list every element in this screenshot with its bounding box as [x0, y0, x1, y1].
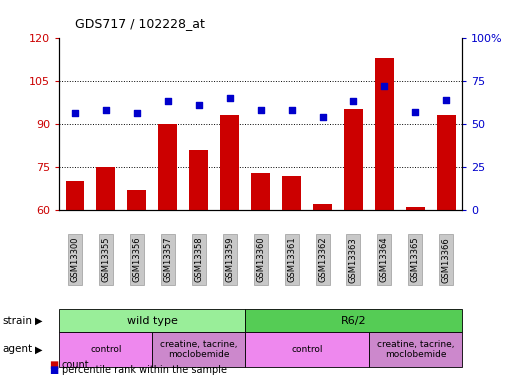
Text: wild type: wild type [127, 316, 178, 326]
Text: GSM13364: GSM13364 [380, 237, 389, 282]
Text: creatine, tacrine,
moclobemide: creatine, tacrine, moclobemide [377, 340, 454, 359]
Text: strain: strain [3, 316, 33, 326]
Text: GSM13355: GSM13355 [101, 237, 110, 282]
Text: R6/2: R6/2 [341, 316, 366, 326]
Text: ▶: ▶ [35, 316, 43, 326]
Text: GSM13360: GSM13360 [256, 237, 265, 282]
Text: GSM13359: GSM13359 [225, 237, 234, 282]
Point [133, 110, 141, 116]
Point [195, 102, 203, 108]
Text: control: control [90, 345, 122, 354]
Bar [127, 190, 146, 210]
Text: GSM13300: GSM13300 [70, 237, 79, 282]
Text: GSM13362: GSM13362 [318, 237, 327, 282]
Bar [158, 124, 177, 210]
Bar [251, 172, 270, 210]
Text: agent: agent [3, 344, 33, 354]
Bar [189, 150, 208, 210]
Bar [344, 110, 363, 210]
Bar [313, 204, 332, 210]
Text: GSM13358: GSM13358 [194, 237, 203, 282]
Text: GSM13366: GSM13366 [442, 237, 451, 283]
Bar [96, 167, 115, 210]
Text: count: count [62, 360, 90, 370]
Text: GSM13356: GSM13356 [132, 237, 141, 282]
Bar [406, 207, 425, 210]
Text: GSM13365: GSM13365 [411, 237, 420, 282]
Point [380, 83, 389, 89]
Bar [66, 181, 84, 210]
Bar [437, 115, 456, 210]
Text: GSM13363: GSM13363 [349, 237, 358, 283]
Bar [375, 58, 394, 210]
Text: GDS717 / 102228_at: GDS717 / 102228_at [75, 17, 205, 30]
Bar [220, 115, 239, 210]
Text: percentile rank within the sample: percentile rank within the sample [62, 365, 227, 375]
Bar [282, 176, 301, 210]
Text: ■: ■ [49, 360, 58, 370]
Point [411, 109, 420, 115]
Point [256, 107, 265, 113]
Text: ▶: ▶ [35, 344, 43, 354]
Point [164, 98, 172, 104]
Text: control: control [291, 345, 323, 354]
Point [287, 107, 296, 113]
Text: GSM13361: GSM13361 [287, 237, 296, 282]
Point [349, 98, 358, 104]
Point [71, 110, 79, 116]
Text: ■: ■ [49, 365, 58, 375]
Text: GSM13357: GSM13357 [163, 237, 172, 282]
Point [225, 95, 234, 101]
Point [442, 97, 450, 103]
Point [318, 114, 327, 120]
Point [102, 107, 110, 113]
Text: creatine, tacrine,
moclobemide: creatine, tacrine, moclobemide [160, 340, 237, 359]
